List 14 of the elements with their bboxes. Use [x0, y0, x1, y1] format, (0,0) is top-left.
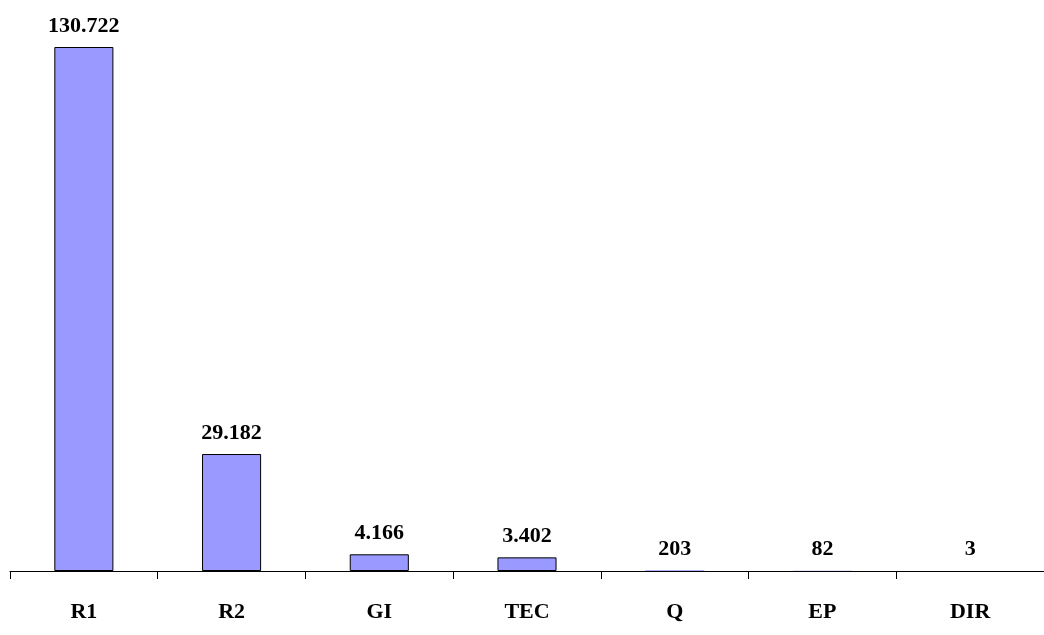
x-tick-label: TEC [504, 597, 550, 623]
data-label: 4.166 [354, 518, 405, 544]
data-label: 3 [964, 535, 976, 561]
x-tick-label: EP [808, 597, 837, 623]
data-label: 82 [811, 535, 834, 561]
x-tick-label: GI [366, 597, 393, 623]
x-tick-label: R2 [218, 597, 246, 623]
x-tick-label: Q [666, 597, 684, 623]
x-tick-label: R1 [70, 597, 98, 623]
data-label: 203 [658, 534, 692, 560]
data-label: 130.722 [48, 11, 120, 37]
data-label: 3.402 [502, 521, 552, 547]
data-label: 29.182 [201, 418, 262, 444]
x-tick-label: DIR [949, 597, 992, 623]
